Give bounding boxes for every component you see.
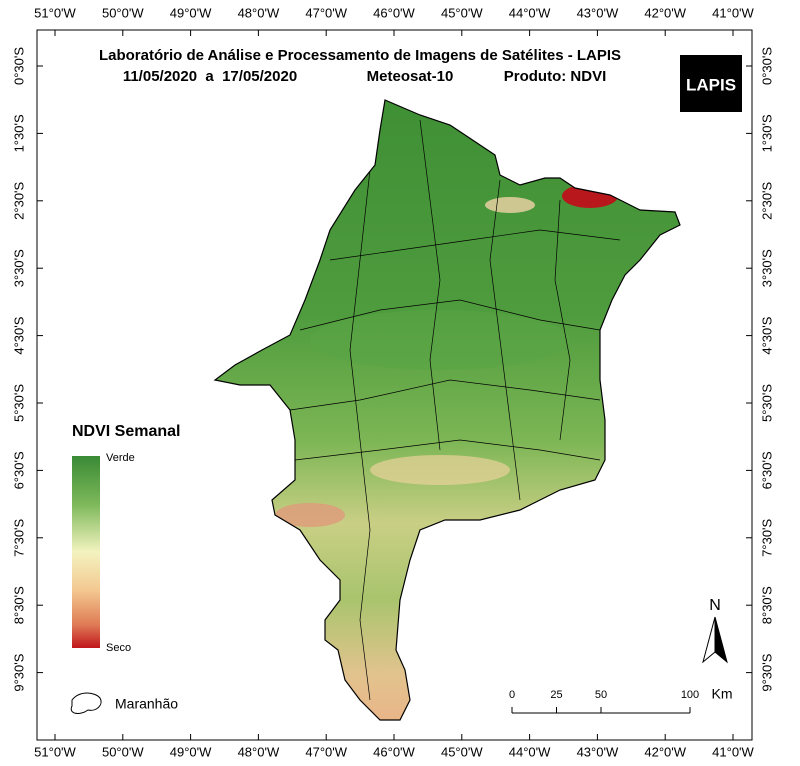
logo-text: LAPIS [686,75,736,94]
latitude-label: 8°30'S [11,586,26,624]
latitude-label: 9°30'S [759,653,774,691]
longitude-label: 50°0'W [102,744,144,759]
latitude-label: 1°30'S [759,114,774,152]
longitude-label: 41°0'W [712,744,754,759]
latitude-label: 9°30'S [11,653,26,691]
latitude-label: 6°30'S [11,451,26,489]
longitude-label: 47°0'W [305,5,347,20]
boundary-label: Maranhão [115,696,178,712]
title-product: Produto: NDVI [504,68,607,85]
latitude-label: 2°30'S [11,181,26,219]
latitude-label: 5°30'S [759,384,774,422]
latitude-label: 0°30'S [11,47,26,85]
municipality-borders [289,119,621,701]
longitude-label: 51°0'W [34,5,76,20]
latitude-label: 1°30'S [11,114,26,152]
title-line: Laboratório de Análise e Processamento d… [99,47,621,64]
legend-colorbar [72,456,100,648]
latitude-label: 3°30'S [11,249,26,287]
scale-label: 25 [550,689,562,701]
legend-title: NDVI Semanal [72,423,180,440]
longitude-label: 46°0'W [373,744,415,759]
longitude-label: 45°0'W [441,744,483,759]
title-period: 11/05/2020 a 17/05/2020 [123,68,297,85]
north-arrow-right [714,616,728,664]
scale-unit: Km [712,686,733,702]
latitude-label: 7°30'S [11,518,26,556]
longitude-label: 47°0'W [305,744,347,759]
longitude-label: 41°0'W [712,5,754,20]
latitude-label: 4°30'S [759,316,774,354]
longitude-label: 51°0'W [34,744,76,759]
longitude-label: 44°0'W [509,744,551,759]
logo-box [680,55,742,112]
north-label: N [709,597,721,614]
legend-high: Verde [106,452,135,464]
longitude-label: 43°0'W [577,5,619,20]
latitude-label: 6°30'S [759,451,774,489]
longitude-label: 45°0'W [441,5,483,20]
longitude-label: 44°0'W [509,5,551,20]
latitude-label: 2°30'S [759,181,774,219]
longitude-label: 48°0'W [238,5,280,20]
longitude-label: 46°0'W [373,5,415,20]
longitude-label: 49°0'W [170,744,212,759]
longitude-label: 42°0'W [644,5,686,20]
longitude-label: 49°0'W [170,5,212,20]
title-satellite: Meteosat-10 [367,68,454,85]
longitude-label: 50°0'W [102,5,144,20]
latitude-label: 0°30'S [759,47,774,85]
scale-label: 50 [595,689,607,701]
scale-label: 0 [509,689,515,701]
latitude-label: 7°30'S [759,518,774,556]
latitude-label: 4°30'S [11,316,26,354]
legend-low: Seco [106,642,131,654]
longitude-label: 42°0'W [644,744,686,759]
latitude-label: 8°30'S [759,586,774,624]
boundary-icon [70,692,102,714]
longitude-label: 48°0'W [238,744,280,759]
scale-label: 100 [681,689,699,701]
latitude-label: 5°30'S [11,384,26,422]
latitude-label: 3°30'S [759,249,774,287]
longitude-label: 43°0'W [577,744,619,759]
